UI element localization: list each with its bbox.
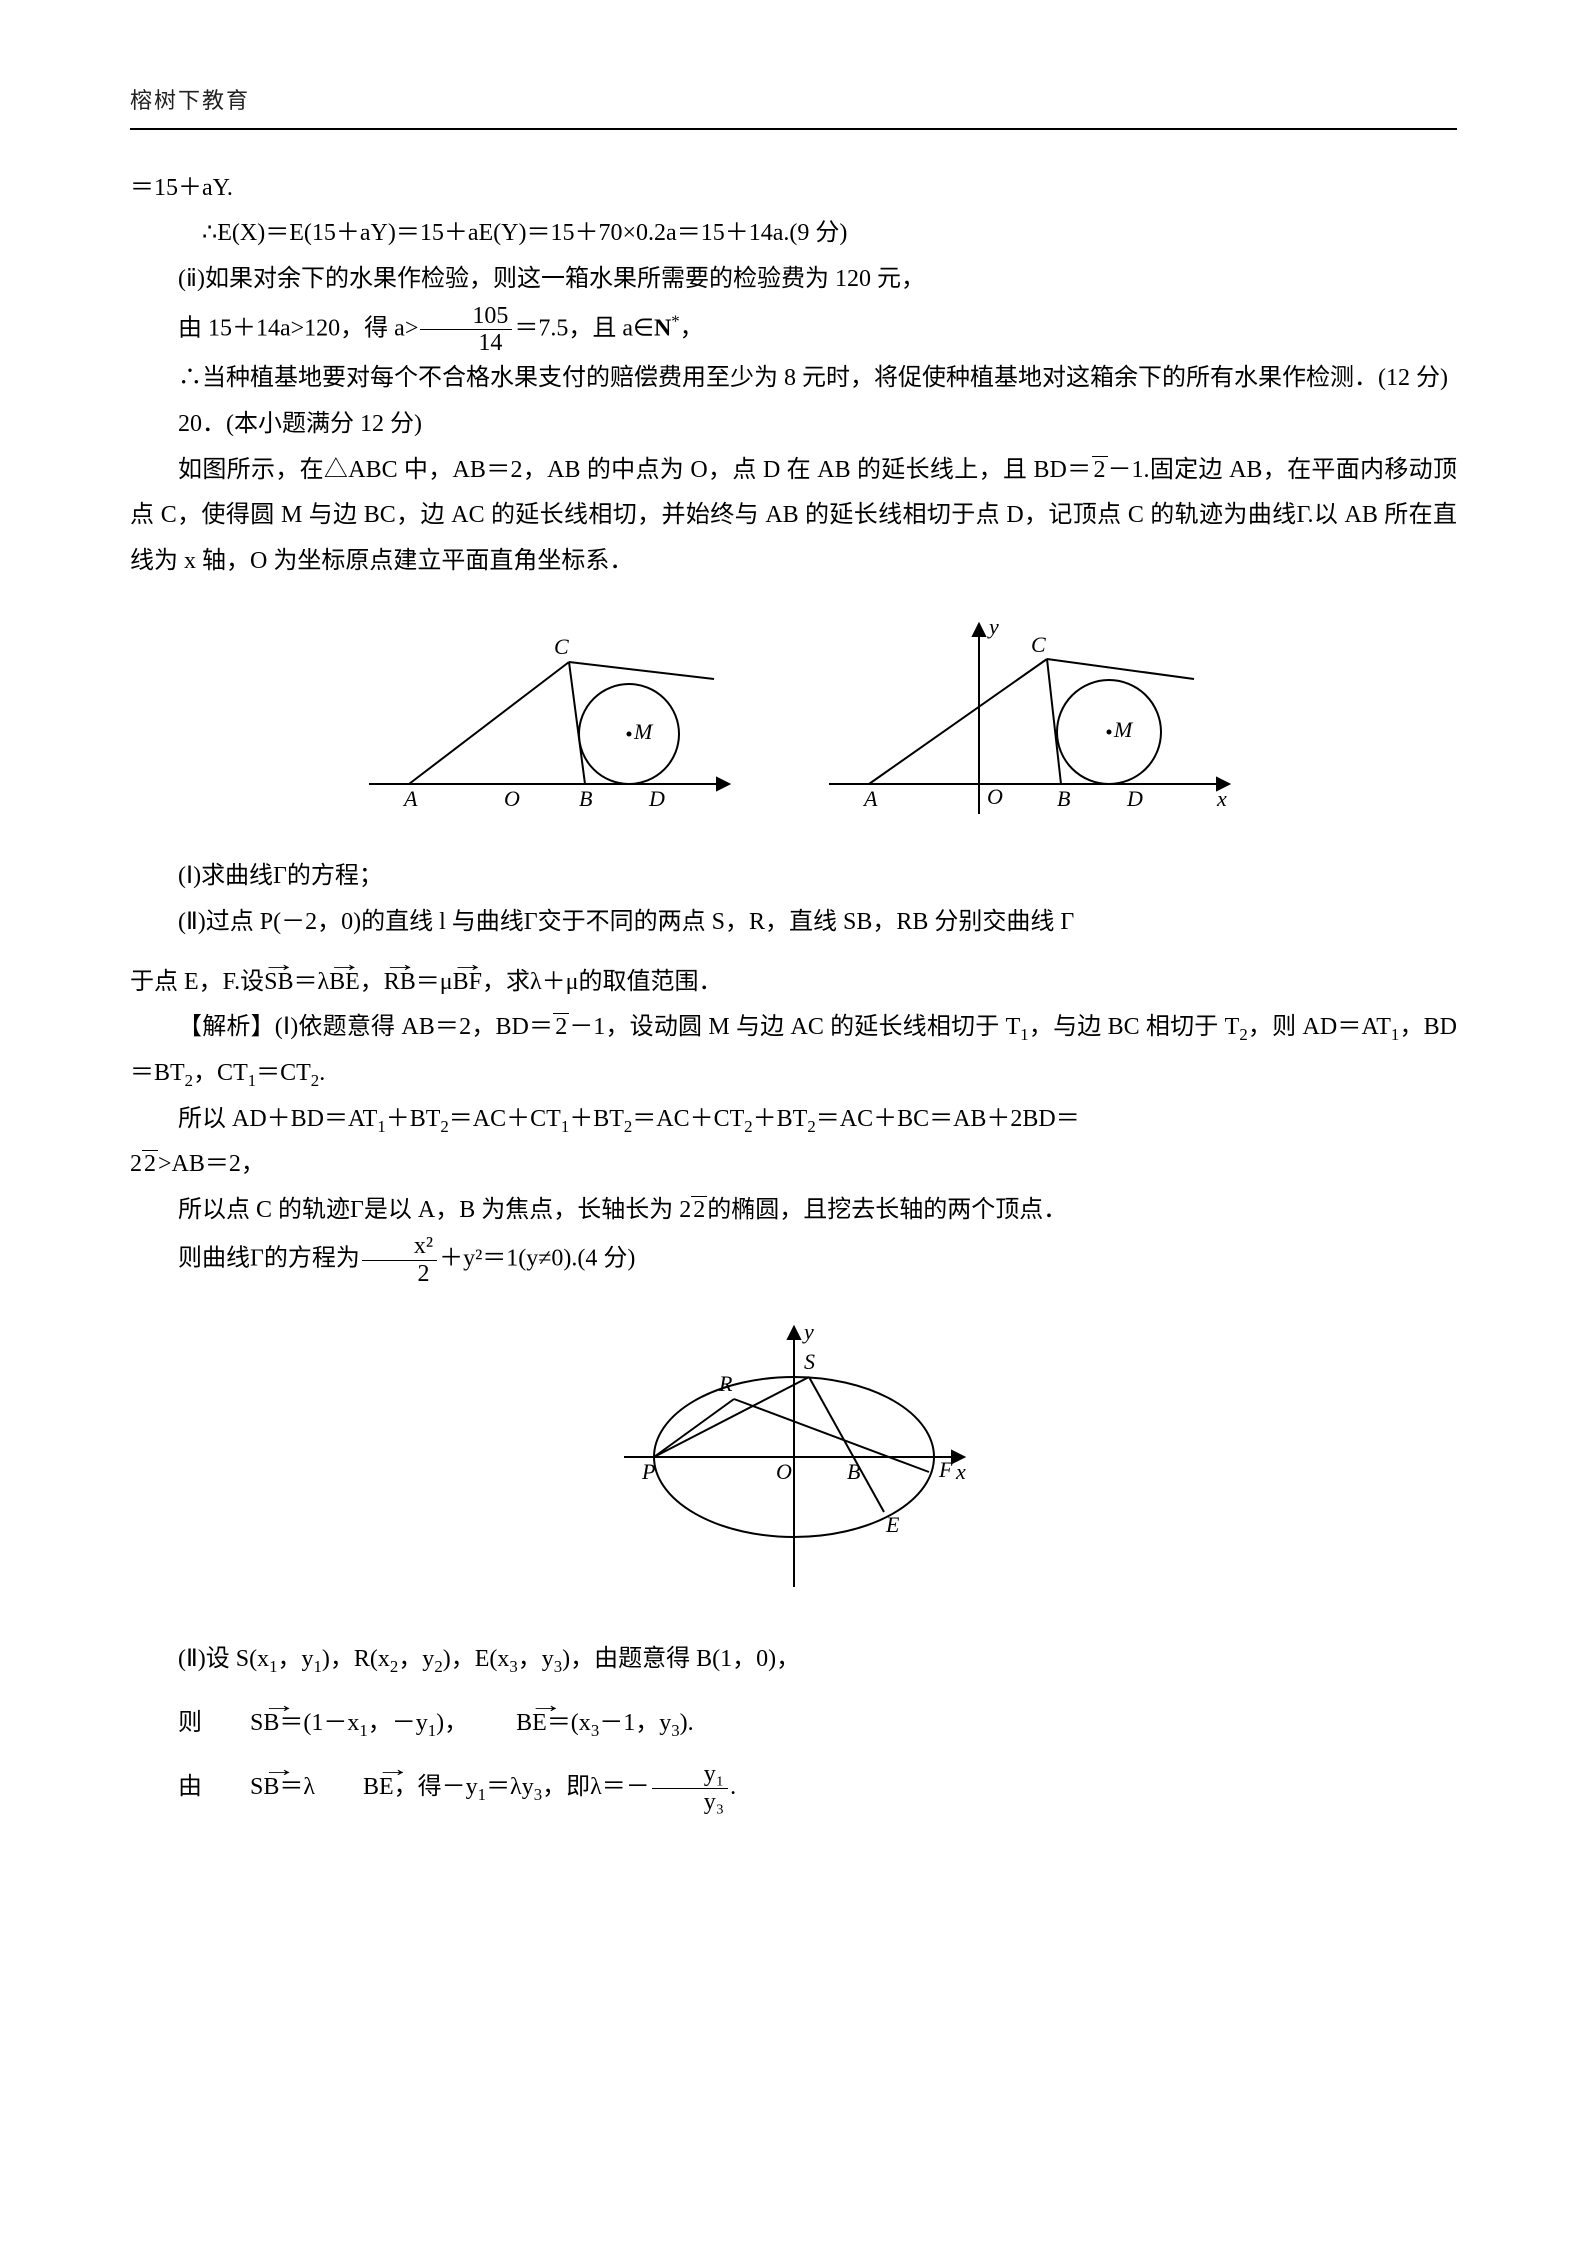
line-inequality: 由 15＋14a>120，得 a>10514＝7.5，且 a∈N*， — [130, 303, 1457, 357]
fig3-label-F: F — [938, 1457, 953, 1482]
line-part-ii-set: (Ⅱ)设 S(x1，y1)，R(x2，y2)，E(x3，y3)，由题意得 B(1… — [130, 1637, 1457, 1683]
line-conclusion-1: ∴当种植基地要对每个不合格水果支付的赔偿费用至少为 8 元时，将促使种植基地对这… — [130, 356, 1457, 402]
figure-row-1: A O B D C M A — [130, 604, 1457, 824]
line-solution-3: 22>AB＝2， — [130, 1142, 1457, 1188]
line-equation-ellipse: 则曲线Γ的方程为x²2＋y²＝1(y≠0).(4 分) — [130, 1233, 1457, 1287]
fig3-label-R: R — [718, 1371, 733, 1396]
figure-ellipse: P R S O B E F x y — [130, 1307, 1457, 1607]
line-lambda-result: 由SB＝λBE，得－y1＝λy3，即λ＝－y₁y₃. — [130, 1761, 1457, 1815]
line-part-ii-b: 于点 E，F.设SB＝λBE，RB＝μBF，求λ＋μ的取值范围． — [130, 956, 1457, 1006]
diagram-ellipse: P R S O B E F x y — [594, 1307, 994, 1607]
fig1-label-C: C — [554, 634, 569, 659]
fig2-label-A: A — [862, 786, 878, 811]
fig2-label-D: D — [1126, 786, 1143, 811]
fig3-label-y: y — [802, 1319, 814, 1344]
body-text: ＝15＋aY. ∴E(X)＝E(15＋aY)＝15＋aE(Y)＝15＋70×0.… — [130, 166, 1457, 1815]
fig1-label-D: D — [648, 786, 665, 811]
line-case-ii: (ⅱ)如果对余下的水果作检验，则这一箱水果所需要的检验费为 120 元， — [130, 257, 1457, 303]
line-q20-problem: 如图所示，在△ABC 中，AB＝2，AB 的中点为 O，点 D 在 AB 的延长… — [130, 448, 1457, 585]
fig2-label-x: x — [1216, 786, 1227, 811]
fig3-label-B: B — [847, 1459, 860, 1484]
line-solution-2: 所以 AD＋BD＝AT1＋BT2＝AC＋CT1＋BT2＝AC＋CT2＋BT2＝A… — [130, 1097, 1457, 1143]
fig3-label-P: P — [641, 1459, 655, 1484]
fig2-label-M: M — [1113, 717, 1134, 742]
frac-y1-y3: y₁y₃ — [652, 1761, 728, 1815]
line-solution-1: 【解析】(Ⅰ)依题意得 AB＝2，BD＝2－1，设动圆 M 与边 AC 的延长线… — [130, 1005, 1457, 1096]
line-expectation: ∴E(X)＝E(15＋aY)＝15＋aE(Y)＝15＋70×0.2a＝15＋14… — [130, 211, 1457, 257]
fig3-label-E: E — [885, 1512, 900, 1537]
line-vec-sb-be: 则SB＝(1－x1，－y1)，BE＝(x3－1，y3). — [130, 1697, 1457, 1747]
line-eq-15aY: ＝15＋aY. — [130, 166, 1457, 212]
fig3-label-S: S — [804, 1349, 815, 1374]
fig1-label-O: O — [504, 786, 520, 811]
fig1-label-A: A — [402, 786, 418, 811]
line-part-ii-a: (Ⅱ)过点 P(－2，0)的直线 l 与曲线Γ交于不同的两点 S，R，直线 SB… — [130, 900, 1457, 946]
diagram-triangle-circle-axes: A O B D C M y x — [809, 604, 1239, 824]
line-part-i: (Ⅰ)求曲线Γ的方程； — [130, 854, 1457, 900]
page-header: 榕树下教育 — [130, 80, 1457, 130]
fig3-label-x: x — [955, 1459, 966, 1484]
fig2-label-B: B — [1057, 786, 1070, 811]
frac-x2-2: x²2 — [362, 1233, 437, 1287]
diagram-triangle-circle: A O B D C M — [349, 604, 749, 824]
fig2-label-y: y — [987, 614, 999, 639]
fig2-label-O: O — [987, 784, 1003, 809]
document-page: 榕树下教育 ＝15＋aY. ∴E(X)＝E(15＋aY)＝15＋aE(Y)＝15… — [0, 0, 1587, 2245]
fig1-label-M: M — [633, 719, 654, 744]
line-q20-header: 20．(本小题满分 12 分) — [130, 402, 1457, 448]
frac-105-14: 10514 — [420, 303, 512, 357]
fig3-label-O: O — [776, 1459, 792, 1484]
line-solution-4: 所以点 C 的轨迹Γ是以 A，B 为焦点，长轴长为 22的椭圆，且挖去长轴的两个… — [130, 1188, 1457, 1234]
fig2-label-C: C — [1031, 632, 1046, 657]
fig1-label-B: B — [579, 786, 592, 811]
